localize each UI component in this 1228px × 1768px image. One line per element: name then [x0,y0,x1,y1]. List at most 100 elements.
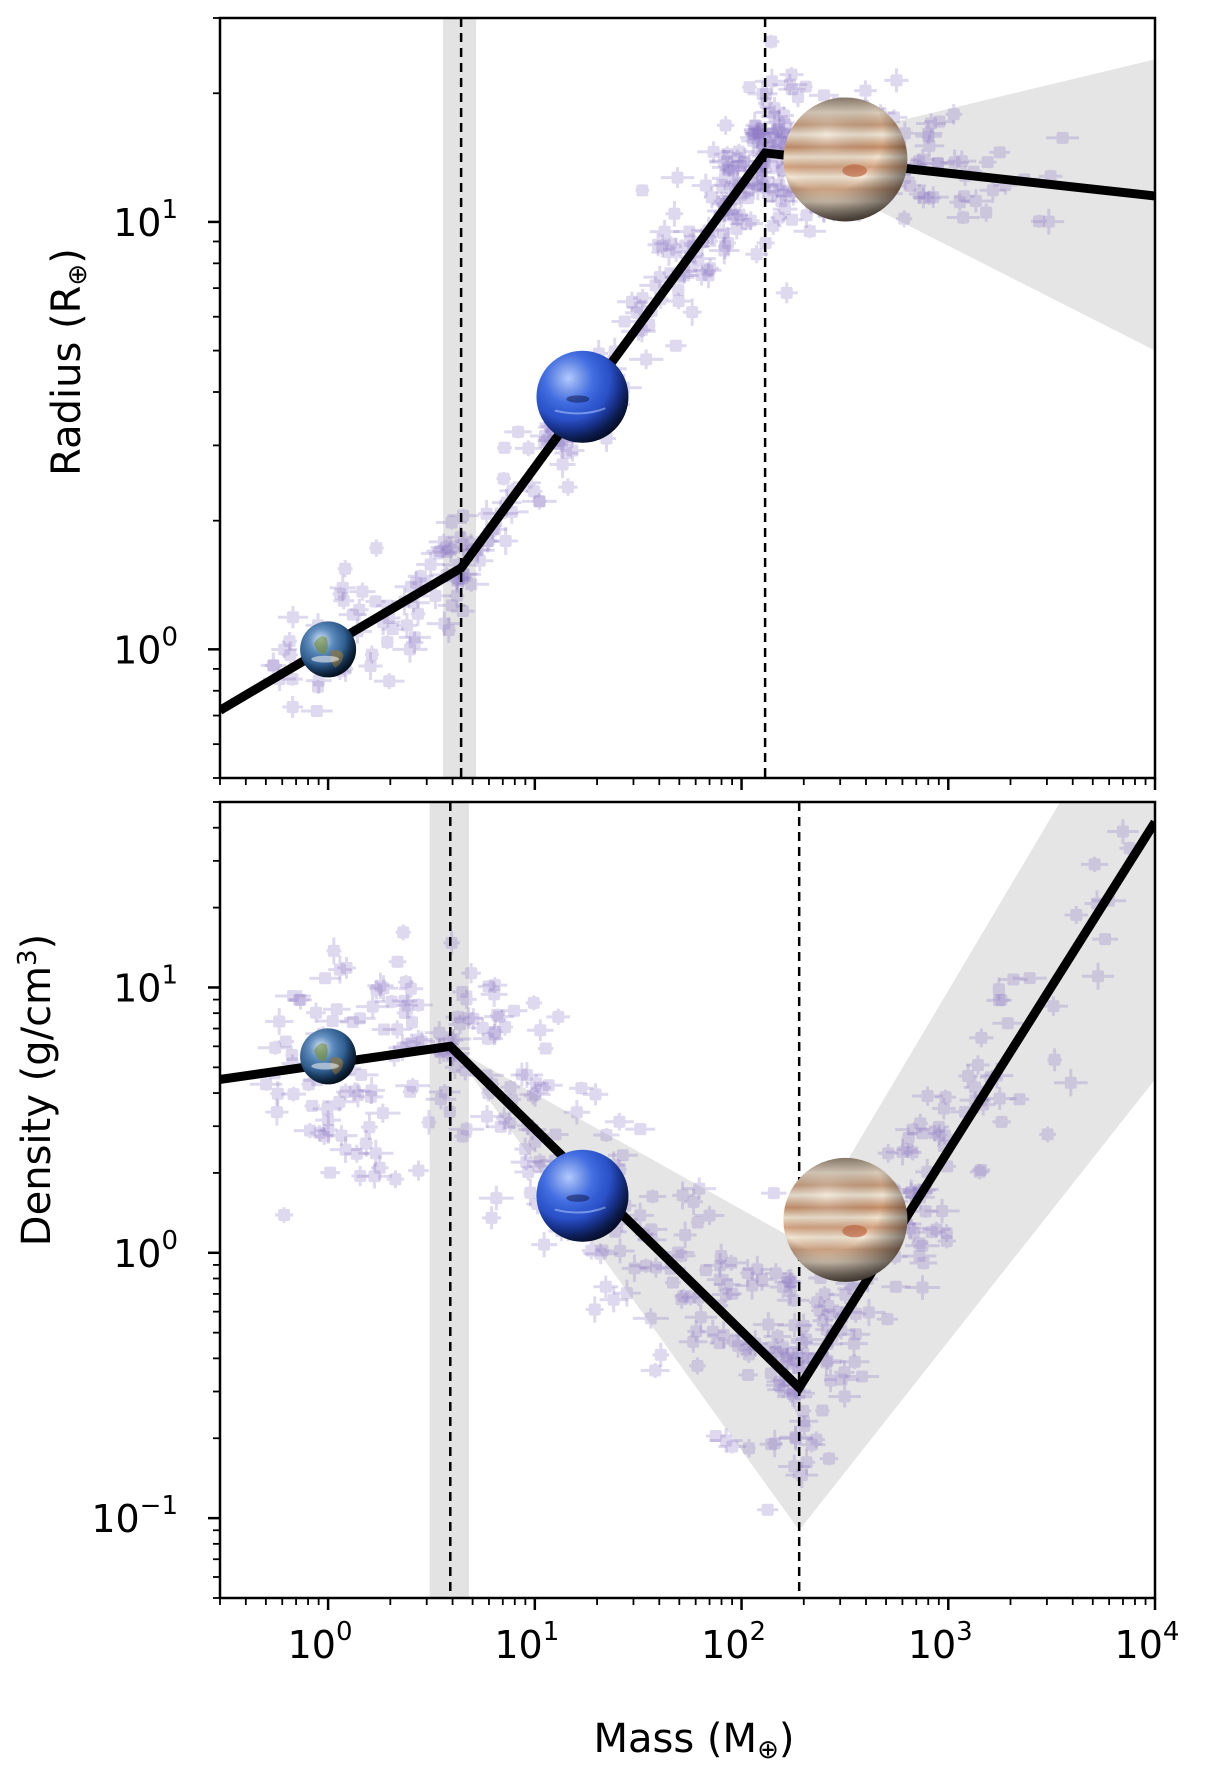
top-data-point [791,87,805,108]
bottom-data-point [519,1081,551,1107]
top-data-point [702,262,715,289]
bottom-data-point [931,1124,947,1147]
top-data-point [282,672,303,686]
radius-axis-label: Radius (R⊕) [44,248,93,476]
top-data-point [978,156,997,169]
bottom-data-point [912,1113,928,1134]
bottom-data-point [502,1111,518,1135]
top-data-point [333,592,355,610]
top-data-point [722,143,756,160]
bottom-data-point [265,1008,294,1035]
top-data-point [410,601,426,626]
radius-panel: 100 101 Radius (R⊕) [44,16,1157,790]
bottom-data-point [1047,1048,1062,1072]
bottom-data-point [779,1347,795,1375]
bottom-data-point [319,1116,338,1144]
bottom-data-point [1081,962,1115,990]
bottom-data-point [912,1204,939,1218]
bottom-data-point [487,1020,503,1044]
bottom-data-point [699,1264,713,1277]
bottom-data-point [275,990,312,1003]
bottom-data-point [795,1313,812,1338]
bottom-data-point [583,1243,618,1265]
top-data-point [300,705,333,718]
top-data-point [365,595,386,608]
bottom-data-point [339,1082,371,1100]
bottom-data-point [593,1275,619,1299]
bottom-data-point [496,1107,513,1131]
top-data-point [916,113,947,134]
top-y-tick-label: 101 [113,195,178,245]
bottom-data-point [351,1083,365,1108]
bottom-data-point [625,1123,656,1136]
bottom-data-point [486,1120,516,1133]
bottom-data-point [738,1368,758,1382]
bottom-data-point [454,1129,472,1143]
top-data-point [928,156,948,169]
top-data-point [740,131,765,145]
top-data-point [428,533,459,551]
bottom-data-point [510,1061,544,1088]
density-panel: 10−1 100 101 100 101 102 103 104 Density (g/cm3… [13,800,1179,1765]
top-data-point [765,216,782,235]
bottom-data-point [456,989,477,1009]
bottom-data-point [289,990,312,1010]
neptune-icon [536,1149,629,1242]
bottom-data-point [370,1155,389,1181]
bottom-data-point [776,1293,810,1307]
top-data-point [716,116,735,135]
top-data-point [436,515,468,530]
top-data-point [772,118,787,140]
density-axis-label: Density (g/cm3) [13,934,60,1246]
bottom-data-point [312,1100,343,1117]
bottom-data-point [927,1124,942,1142]
bottom-data-point [937,1233,956,1249]
bottom-data-point [1064,905,1089,925]
bottom-data-point [358,1139,394,1167]
bottom-data-point [817,1298,839,1314]
top-data-point [947,150,977,172]
top-data-point [709,152,745,170]
bottom-data-point [514,1137,536,1161]
top-data-point [960,189,992,213]
bottom-data-point [667,1248,696,1263]
bottom-data-point [911,1237,928,1250]
top-data-point [514,440,542,457]
bottom-data-point [839,1354,870,1370]
bottom-x-tick-label: 101 [494,1617,559,1667]
bottom-data-point [344,1012,376,1025]
bottom-data-point [665,1276,681,1289]
bottom-data-point [678,1330,708,1353]
bottom-data-point [742,1439,756,1458]
top-data-point [917,186,949,208]
bottom-data-point [604,1112,634,1131]
top-data-point [908,183,930,205]
bottom-x-tick-label: 102 [701,1617,766,1667]
bottom-data-point [820,1308,840,1321]
bottom-data-point [534,1079,563,1092]
top-data-point [374,673,405,690]
top-data-point [744,127,764,140]
top-data-point [647,233,669,257]
top-data-point [709,236,740,265]
bottom-data-point [797,1415,812,1436]
bottom-data-point [764,1367,778,1380]
bottom-data-point [523,1178,538,1207]
top-data-point [364,645,379,664]
top-data-point [918,190,941,206]
top-data-point [778,83,806,96]
bottom-data-point [769,1275,797,1299]
bottom-data-point [496,1018,514,1036]
top-y-tick-label: 100 [113,622,178,672]
top-data-point [663,237,689,262]
top-data-point [915,130,942,143]
bottom-data-point [402,1085,418,1098]
bottom-data-point [765,1379,793,1392]
bottom-uncertainty-band [450,802,1155,1531]
bottom-data-point [718,1439,747,1454]
top-data-point [398,631,431,644]
top-data-point [714,178,731,191]
bottom-data-point [301,1077,316,1092]
top-data-point [358,652,383,680]
earth-icon [300,621,357,678]
